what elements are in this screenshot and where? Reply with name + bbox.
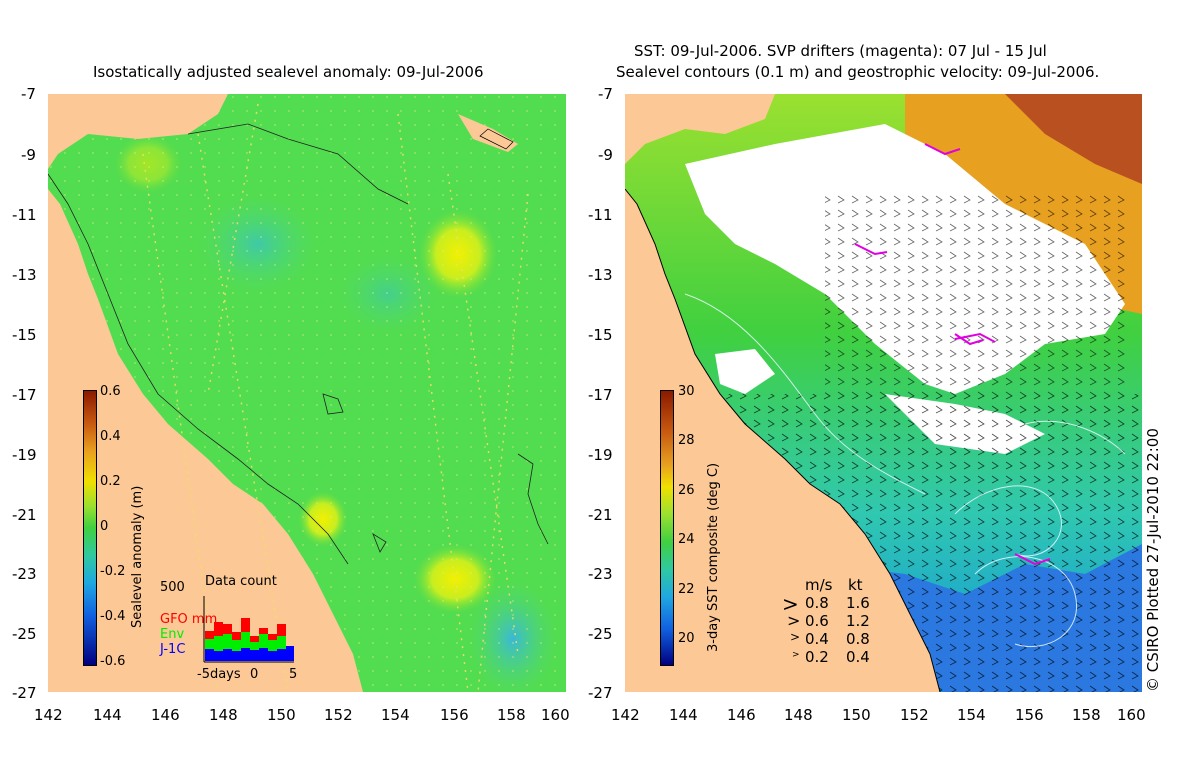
data-count-xtick: 5 [289, 667, 298, 682]
velocity-header-ms: m/s [805, 576, 833, 594]
lat-tick: -7 [21, 85, 36, 103]
lat-tick: -11 [12, 206, 37, 224]
lat-tick: -19 [12, 446, 37, 464]
colorbar-tick: 22 [678, 582, 695, 597]
lon-tick: 142 [34, 706, 63, 724]
lon-tick: 152 [324, 706, 353, 724]
left-map-title: Isostatically adjusted sealevel anomaly:… [93, 63, 484, 81]
colorbar-tick: 20 [678, 631, 695, 646]
sst-colorbar-label: 3-day SST composite (deg C) [706, 462, 721, 652]
lat-tick: -9 [598, 146, 613, 164]
data-count-xtick: -5days [197, 667, 241, 682]
lon-tick: 156 [440, 706, 469, 724]
velocity-kt: 0.8 [846, 630, 870, 648]
right-map-title-line2: Sealevel contours (0.1 m) and geostrophi… [616, 63, 1100, 81]
lat-tick: -17 [588, 386, 613, 404]
lon-tick: 158 [497, 706, 526, 724]
lon-tick: 148 [784, 706, 813, 724]
lon-tick: 150 [267, 706, 296, 724]
data-count-title: Data count [205, 574, 277, 589]
lon-tick: 142 [611, 706, 640, 724]
lon-tick: 160 [1117, 706, 1146, 724]
velocity-kt: 1.2 [846, 612, 870, 630]
lat-tick: -11 [588, 206, 613, 224]
colorbar-tick: -0.2 [100, 564, 126, 579]
velocity-ms: 0.2 [805, 648, 829, 666]
lon-tick: 152 [900, 706, 929, 724]
lon-tick: 154 [381, 706, 410, 724]
lat-tick: -27 [12, 684, 37, 702]
sst-colorbar [660, 390, 674, 666]
velocity-ms: 0.4 [805, 630, 829, 648]
colorbar-tick: 30 [678, 384, 695, 399]
lon-tick: 156 [1015, 706, 1044, 724]
lat-tick: -23 [588, 565, 613, 583]
lon-tick: 146 [727, 706, 756, 724]
lon-tick: 158 [1072, 706, 1101, 724]
data-count-bars [203, 596, 294, 663]
legend-env: Env [160, 627, 185, 642]
velocity-arrow-icon: > [790, 630, 801, 644]
velocity-ms: 0.6 [805, 612, 829, 630]
colorbar-tick: 0 [100, 519, 109, 534]
sealevel-colorbar [83, 390, 97, 666]
lat-tick: -21 [588, 506, 613, 524]
lon-tick: 144 [93, 706, 122, 724]
lon-tick: 146 [151, 706, 180, 724]
sealevel-colorbar-label: Sealevel anomaly (m) [130, 485, 145, 628]
lat-tick: -19 [588, 446, 613, 464]
lon-tick: 160 [541, 706, 570, 724]
lat-tick: -15 [12, 326, 37, 344]
lat-tick: -17 [12, 386, 37, 404]
lat-tick: -13 [12, 266, 37, 284]
lat-tick: -7 [598, 85, 613, 103]
colorbar-tick: 0.6 [100, 384, 121, 399]
right-sst-map[interactable] [625, 94, 1142, 692]
data-count-xtick: 0 [250, 667, 259, 682]
colorbar-tick: 28 [678, 433, 695, 448]
colorbar-tick: -0.6 [100, 654, 126, 669]
lat-tick: -13 [588, 266, 613, 284]
colorbar-tick: 0.4 [100, 429, 121, 444]
legend-gfo: GFO mm [160, 612, 218, 627]
velocity-header-kt: kt [848, 576, 863, 594]
velocity-arrow-icon: > [782, 592, 799, 616]
colorbar-tick: 26 [678, 483, 695, 498]
colorbar-tick: 0.2 [100, 474, 121, 489]
left-sealevel-map[interactable] [48, 94, 566, 692]
lon-tick: 144 [669, 706, 698, 724]
velocity-kt: 1.6 [846, 594, 870, 612]
velocity-arrow-icon: > [792, 650, 800, 660]
lat-tick: -25 [588, 625, 613, 643]
lat-tick: -21 [12, 506, 37, 524]
lat-tick: -23 [12, 565, 37, 583]
right-map-title-line1: SST: 09-Jul-2006. SVP drifters (magenta)… [634, 42, 1047, 60]
credit-text: © CSIRO Plotted 27-Jul-2010 22:00 [1144, 428, 1162, 692]
velocity-arrow-icon: > [787, 611, 801, 630]
lat-tick: -9 [21, 146, 36, 164]
velocity-ms: 0.8 [805, 594, 829, 612]
lat-tick: -27 [588, 684, 613, 702]
lat-tick: -15 [588, 326, 613, 344]
lon-tick: 148 [209, 706, 238, 724]
colorbar-tick: 24 [678, 532, 695, 547]
lon-tick: 154 [957, 706, 986, 724]
velocity-kt: 0.4 [846, 648, 870, 666]
legend-j1c: J-1C [160, 642, 186, 657]
data-count-max: 500 [160, 580, 185, 595]
lat-tick: -25 [12, 625, 37, 643]
colorbar-tick: -0.4 [100, 609, 126, 624]
lon-tick: 150 [842, 706, 871, 724]
